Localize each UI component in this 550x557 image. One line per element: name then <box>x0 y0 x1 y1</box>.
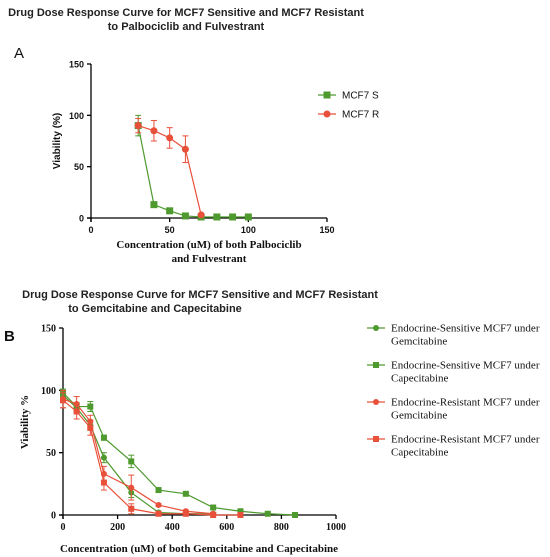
legend-marker <box>373 362 379 368</box>
legend-label: Endocrine-Resistant MCF7 under <box>391 397 540 409</box>
chart-b: 0 50 100 150 0 200 400 600 800 1000 Viability % C… <box>19 323 540 556</box>
chart-b-xtick-label: 600 <box>219 522 234 533</box>
legend-label: MCF7 S <box>342 91 379 102</box>
data-point <box>264 510 271 517</box>
data-point <box>128 505 135 512</box>
data-point <box>100 454 107 461</box>
data-point <box>197 211 205 219</box>
chart-a-legend-item: MCF7 R <box>318 110 379 121</box>
legend-label: Gemcitabine <box>391 336 447 348</box>
data-point <box>155 510 162 517</box>
legend-label: Capecitabine <box>391 447 449 459</box>
data-point <box>134 122 142 130</box>
legend-marker <box>373 436 379 442</box>
legend-marker <box>373 399 379 405</box>
data-point <box>155 487 162 494</box>
data-point <box>150 201 158 209</box>
chart-b-legend-item: Endocrine-Resistant MCF7 underGemcitabin… <box>367 397 540 422</box>
chart-b-title-line-1: Drug Dose Response Curve for MCF7 Sensit… <box>22 289 378 301</box>
chart-b-series-1 <box>60 388 299 518</box>
chart-a-xtick-label: 150 <box>319 225 334 235</box>
chart-b-xtick-label: 400 <box>165 522 180 533</box>
data-point <box>210 512 217 518</box>
data-point <box>87 403 94 410</box>
data-point <box>166 207 174 215</box>
data-point <box>292 512 299 518</box>
chart-b-title-line-2: to Gemcitabine and Capecitabine <box>68 303 242 315</box>
series-line <box>62 398 214 515</box>
data-point <box>237 508 244 515</box>
data-point <box>128 458 135 465</box>
legend-marker <box>323 110 331 118</box>
data-point <box>150 127 158 135</box>
chart-a: 0 50 100 150 0 50 100 150 Viability (%) Concent… <box>52 60 379 266</box>
chart-b-xlabel: Concentration (uM) of both Gemcitabine a… <box>60 543 338 555</box>
chart-b-ytick-label: 0 <box>51 511 56 522</box>
legend-label: Endocrine-Sensitive MCF7 under <box>391 323 540 335</box>
chart-a-xlabel-line-2: and Fulvestrant <box>172 253 247 265</box>
chart-b-ylabel: Viability % <box>19 395 31 449</box>
chart-b-xtick-label: 1000 <box>326 522 346 533</box>
data-point <box>182 490 189 497</box>
legend-label: Endocrine-Sensitive MCF7 under <box>391 360 540 372</box>
series-line <box>62 392 296 516</box>
panel-b-letter: B <box>4 328 15 345</box>
data-point <box>182 510 189 517</box>
chart-b-plot: 0 50 100 150 0 200 400 600 800 1000 <box>41 324 346 534</box>
data-point <box>166 134 174 142</box>
legend-marker <box>373 325 379 331</box>
chart-a-xtick-label: 50 <box>165 225 175 235</box>
chart-b-xtick-label: 200 <box>110 522 125 533</box>
chart-a-legend: MCF7 S MCF7 R <box>318 91 379 121</box>
data-point <box>237 512 244 518</box>
chart-a-ytick-label: 0 <box>79 214 84 224</box>
chart-b-legend-item: Endocrine-Sensitive MCF7 underGemcitabin… <box>367 323 540 348</box>
data-point <box>128 484 135 491</box>
data-point <box>73 408 80 415</box>
data-point <box>60 397 66 404</box>
chart-b-ytick-label: 50 <box>46 448 56 459</box>
chart-a-ylabel: Viability (%) <box>52 113 63 170</box>
legend-label: Endocrine-Resistant MCF7 under <box>391 434 540 446</box>
chart-b-ytick-label: 100 <box>41 386 56 397</box>
chart-a-ytick-label: 100 <box>69 111 84 121</box>
chart-a-title-line-2: to Palbociclib and Fulvestrant <box>108 21 265 33</box>
chart-b-series-3 <box>60 392 244 518</box>
legend-label: Capecitabine <box>391 373 449 385</box>
chart-a-title-line-1: Drug Dose Response Curve for MCF7 Sensit… <box>8 7 364 19</box>
chart-a-xlabel-line-1: Concentration (uM) of both Palbociclib <box>116 239 301 251</box>
panel-a-letter: A <box>14 45 24 62</box>
data-point <box>181 212 189 220</box>
series-line <box>62 399 241 516</box>
chart-b-legend-item: Endocrine-Resistant MCF7 underCapecitabi… <box>367 434 540 459</box>
data-point <box>87 424 94 431</box>
data-point <box>181 145 189 153</box>
data-point <box>210 504 217 511</box>
chart-a-series-1 <box>134 117 205 219</box>
data-point <box>100 479 107 486</box>
chart-a-xtick-label: 0 <box>88 225 93 235</box>
chart-a-xtick-label: 100 <box>241 225 256 235</box>
chart-b-xtick-label: 0 <box>61 522 66 533</box>
chart-b-legend-item: Endocrine-Sensitive MCF7 underCapecitabi… <box>367 360 540 385</box>
chart-a-plot: 0 50 100 150 0 50 100 150 <box>69 60 335 236</box>
data-point <box>229 213 237 221</box>
chart-a-ytick-label: 150 <box>69 60 84 70</box>
legend-marker <box>323 91 331 99</box>
legend-label: Gemcitabine <box>391 410 447 422</box>
legend-label: MCF7 R <box>342 110 379 121</box>
data-point <box>213 213 221 221</box>
chart-b-legend: Endocrine-Sensitive MCF7 underGemcitabin… <box>367 323 540 459</box>
data-point <box>155 502 162 509</box>
chart-a-legend-item: MCF7 S <box>318 91 379 102</box>
chart-b-xtick-label: 800 <box>274 522 289 533</box>
chart-a-ytick-label: 50 <box>74 162 84 172</box>
data-point <box>100 434 107 441</box>
chart-b-ytick-label: 150 <box>41 324 56 335</box>
data-point <box>244 213 252 221</box>
